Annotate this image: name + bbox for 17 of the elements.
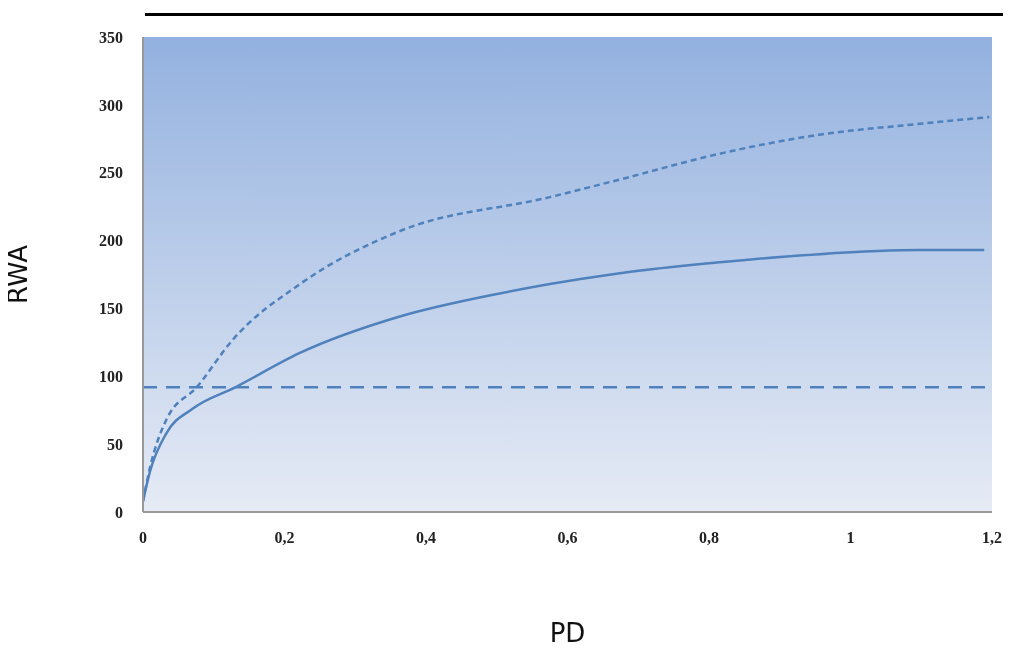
y-tick-label: 200: [99, 232, 123, 250]
x-tick-label: 0,6: [557, 529, 578, 547]
x-tick-label: 0: [139, 529, 147, 547]
x-tick-label: 0,4: [416, 529, 436, 547]
x-tick-label: 1: [846, 529, 855, 547]
x-tick-label: 0,2: [274, 529, 295, 547]
y-tick-label: 50: [107, 435, 123, 453]
x-axis-title: PD: [549, 618, 586, 648]
y-tick-label: 0: [115, 503, 123, 521]
y-tick-label: 150: [99, 300, 123, 318]
y-tick-label: 350: [99, 28, 123, 46]
x-tick-label: 1,2: [982, 529, 1002, 547]
x-tick-label: 0,8: [699, 529, 719, 547]
y-tick-label: 250: [99, 164, 123, 182]
y-tick-label: 300: [99, 96, 123, 114]
y-axis-title: RWA: [3, 244, 34, 305]
y-tick-label: 100: [99, 367, 123, 385]
